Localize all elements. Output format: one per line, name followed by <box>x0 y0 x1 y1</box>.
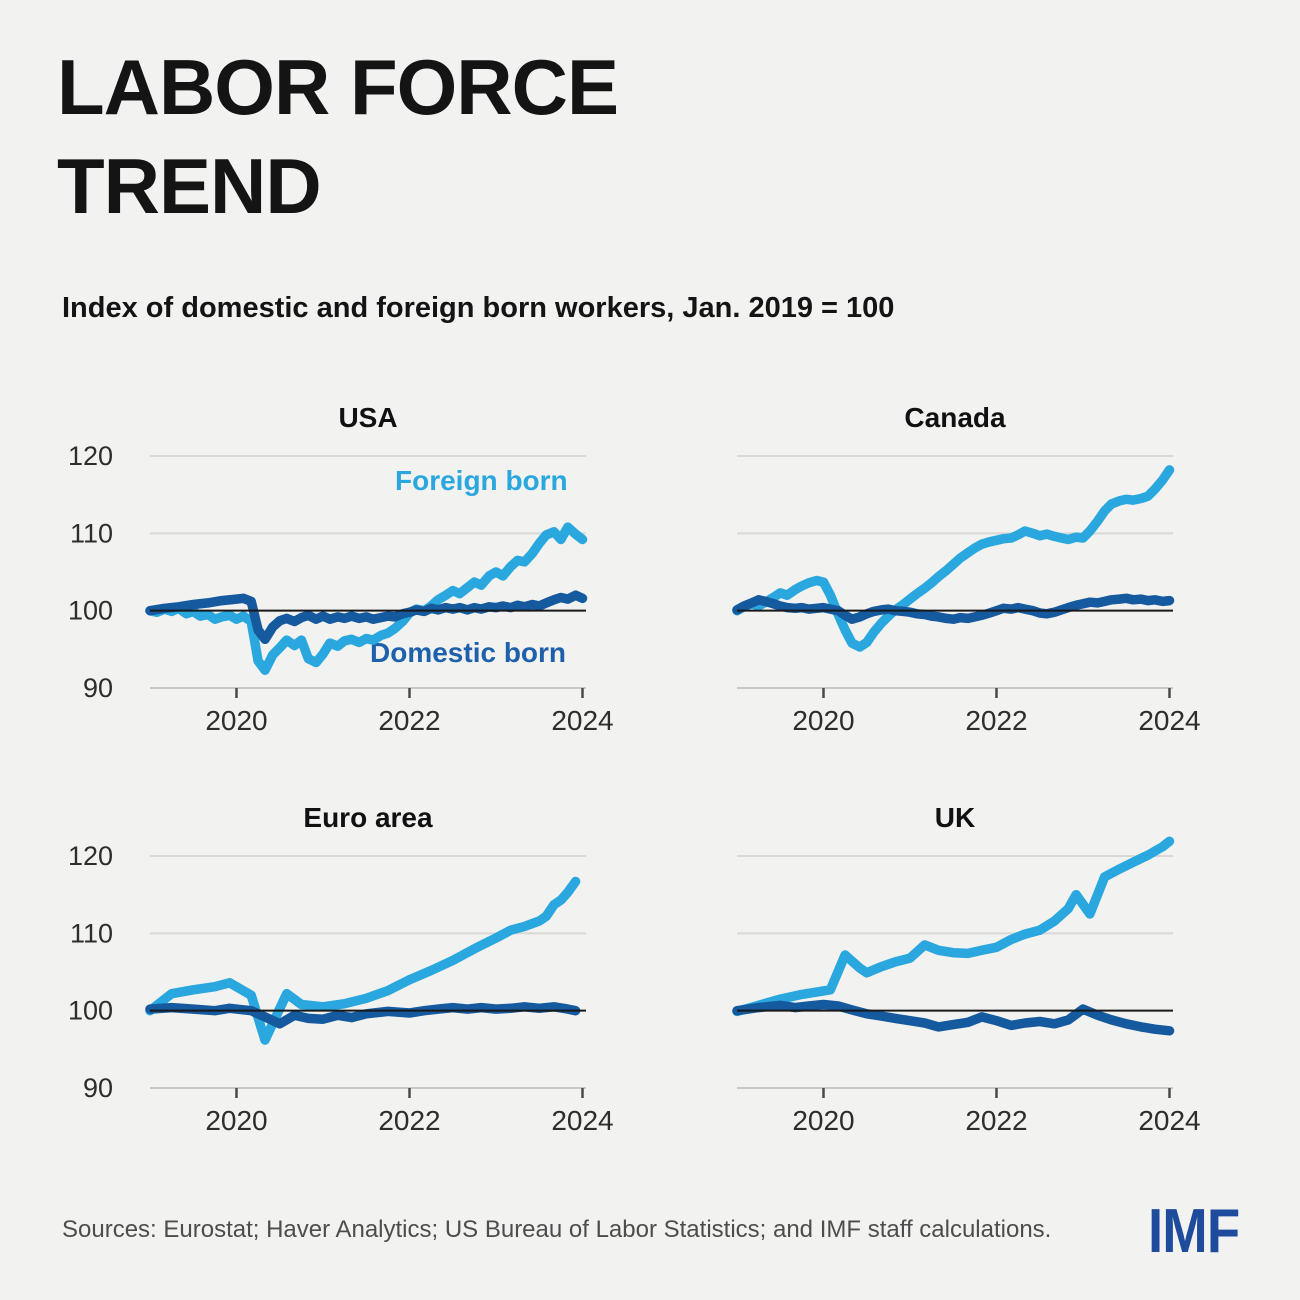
plot-area-euro-area: 2020 2022 2024 120 110 100 90 <box>68 841 614 1136</box>
page-title: LABOR FORCE TREND <box>57 43 619 231</box>
y-tick-label-120: 120 <box>68 841 113 871</box>
chart-canada: Canada 2020 2022 2024 <box>700 395 1201 750</box>
plot-area-canada: 2020 2022 2024 <box>732 455 1201 736</box>
y-tick-label-110: 110 <box>70 918 113 948</box>
page-subtitle: Index of domestic and foreign born worke… <box>62 292 895 324</box>
x-tick-label-2022: 2022 <box>965 705 1027 736</box>
chart-title-usa: USA <box>338 402 398 433</box>
imf-logo: IMF <box>1148 1197 1240 1266</box>
plot-area-usa: 2020 2022 2024 120 110 100 90 <box>68 441 614 736</box>
line-foreign-born <box>732 465 1175 652</box>
legend-foreign-born: Foreign born <box>395 465 568 496</box>
y-tick-label-90: 90 <box>83 673 113 703</box>
plot-area-uk: 2020 2022 2024 <box>732 836 1201 1136</box>
x-tick-label-2020: 2020 <box>792 1105 854 1136</box>
y-tick-label-100: 100 <box>68 996 113 1026</box>
legend-domestic-born: Domestic born <box>370 637 567 668</box>
line-foreign-born <box>145 876 581 1045</box>
y-tick-label-100: 100 <box>68 596 113 626</box>
x-tick-label-2022: 2022 <box>378 705 440 736</box>
chart-title-uk: UK <box>934 802 976 833</box>
x-tick-label-2024: 2024 <box>551 705 613 736</box>
y-tick-label-110: 110 <box>70 518 113 548</box>
line-domestic-born <box>145 590 588 645</box>
x-tick-label-2024: 2024 <box>1138 705 1200 736</box>
chart-uk: UK 2020 2022 2024 <box>700 795 1201 1150</box>
line-domestic-born <box>145 1002 581 1029</box>
x-tick-label-2020: 2020 <box>205 1105 267 1136</box>
x-tick-label-2022: 2022 <box>965 1105 1027 1136</box>
line-domestic-born <box>732 593 1175 624</box>
chart-title-euro-area: Euro area <box>303 802 433 833</box>
y-tick-label-120: 120 <box>68 441 113 471</box>
x-tick-label-2024: 2024 <box>1138 1105 1200 1136</box>
chart-euro-area: Euro area 2020 2022 2024 120 110 100 90 <box>55 795 615 1150</box>
chart-usa: USA Foreign born Domestic born 2020 2022 2… <box>55 395 615 750</box>
line-foreign-born <box>145 522 588 675</box>
line-foreign-born <box>732 836 1175 1017</box>
x-tick-label-2020: 2020 <box>205 705 267 736</box>
chart-title-canada: Canada <box>904 402 1006 433</box>
x-tick-label-2022: 2022 <box>378 1105 440 1136</box>
sources-note: Sources: Eurostat; Haver Analytics; US B… <box>62 1216 1052 1243</box>
y-tick-label-90: 90 <box>83 1073 113 1103</box>
x-tick-label-2020: 2020 <box>792 705 854 736</box>
line-domestic-born <box>732 999 1175 1036</box>
x-tick-label-2024: 2024 <box>551 1105 613 1136</box>
